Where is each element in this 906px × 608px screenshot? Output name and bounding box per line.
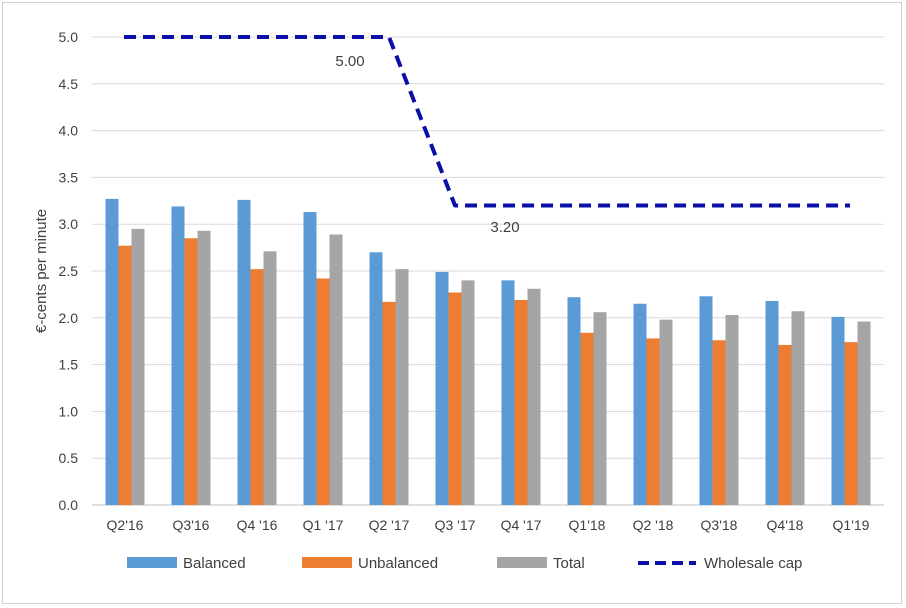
legend-label: Wholesale cap xyxy=(704,555,802,572)
legend-label: Total xyxy=(553,555,585,572)
bar-unbalanced xyxy=(844,342,858,505)
x-tick-label: Q2 '17 xyxy=(369,517,410,533)
bar-total xyxy=(329,234,343,505)
y-tick-label: 2.0 xyxy=(59,310,79,326)
y-axis-label: €-cents per minute xyxy=(33,209,50,333)
bar-total xyxy=(197,230,211,505)
bar-balanced xyxy=(567,297,581,505)
bar-total xyxy=(263,251,277,505)
x-tick-label: Q1'19 xyxy=(833,517,870,533)
bar-unbalanced xyxy=(250,269,264,505)
bar-unbalanced xyxy=(118,245,132,505)
bar-balanced xyxy=(765,300,779,505)
annotation-label: 3.20 xyxy=(490,219,519,236)
bar-total xyxy=(527,288,541,505)
y-tick-label: 5.0 xyxy=(59,29,79,45)
bar-balanced xyxy=(303,212,317,506)
bar-total xyxy=(593,312,607,505)
bar-unbalanced xyxy=(712,340,726,505)
bar-balanced xyxy=(501,280,515,505)
wholesale-cap-line xyxy=(124,35,850,208)
bar-balanced xyxy=(237,199,251,505)
bar-balanced xyxy=(105,198,119,506)
bar-unbalanced xyxy=(514,300,528,505)
bar-total xyxy=(791,311,805,505)
bar-unbalanced xyxy=(382,301,396,505)
y-tick-label: 0.5 xyxy=(59,450,79,466)
bar-total xyxy=(461,280,475,505)
x-tick-label: Q1 '17 xyxy=(303,517,344,533)
legend-swatch xyxy=(127,557,177,568)
x-tick-label: Q3 '17 xyxy=(435,517,476,533)
bar-unbalanced xyxy=(316,278,330,505)
bar-total xyxy=(659,319,673,505)
bar-balanced xyxy=(633,303,647,505)
bar-total xyxy=(131,228,145,505)
y-tick-label: 3.0 xyxy=(59,216,79,232)
bar-total xyxy=(395,269,409,505)
x-tick-label: Q4 '17 xyxy=(501,517,542,533)
legend-swatch xyxy=(497,557,547,568)
bar-balanced xyxy=(435,271,449,505)
bar-balanced xyxy=(171,206,185,505)
bar-unbalanced xyxy=(184,238,198,506)
y-tick-label: 4.0 xyxy=(59,123,79,139)
bar-total xyxy=(725,314,739,505)
y-tick-label: 2.5 xyxy=(59,263,79,279)
bar-unbalanced xyxy=(646,338,660,505)
bar-total xyxy=(857,321,871,505)
x-tick-label: Q2'16 xyxy=(107,517,144,533)
bars xyxy=(105,198,871,506)
x-tick-labels: Q2'16 Q3'16 Q4 '16 Q1 '17 Q2 '17 Q3 '17 Q4 '17… xyxy=(107,517,870,533)
legend-swatch xyxy=(302,557,352,568)
bar-balanced xyxy=(699,296,713,505)
y-tick-labels: 0.0 0.5 1.0 1.5 2.0 2.5 3.0 3.5 4.0 4.5 5.0 xyxy=(59,29,79,513)
annotations: 5.00 3.20 xyxy=(335,53,519,236)
bar-unbalanced xyxy=(448,292,462,505)
x-tick-label: Q4 '16 xyxy=(237,517,278,533)
gridlines xyxy=(92,36,884,506)
x-tick-label: Q3'18 xyxy=(701,517,738,533)
x-tick-label: Q1'18 xyxy=(569,517,606,533)
legend: Balanced Unbalanced Total Wholesale cap xyxy=(127,555,802,572)
bar-balanced xyxy=(831,316,845,505)
wholesale-cap-polyline xyxy=(124,35,850,208)
y-tick-label: 3.5 xyxy=(59,169,79,185)
y-tick-label: 0.0 xyxy=(59,497,79,513)
bar-unbalanced xyxy=(778,344,792,505)
legend-label: Balanced xyxy=(183,555,246,572)
y-tick-label: 1.0 xyxy=(59,403,79,419)
x-tick-label: Q3'16 xyxy=(173,517,210,533)
y-tick-label: 1.5 xyxy=(59,357,79,373)
x-tick-label: Q2 '18 xyxy=(633,517,674,533)
x-tick-label: Q4'18 xyxy=(767,517,804,533)
bar-unbalanced xyxy=(580,332,594,505)
y-tick-label: 4.5 xyxy=(59,76,79,92)
bar-balanced xyxy=(369,252,383,505)
legend-label: Unbalanced xyxy=(358,555,438,572)
annotation-label: 5.00 xyxy=(335,53,364,70)
